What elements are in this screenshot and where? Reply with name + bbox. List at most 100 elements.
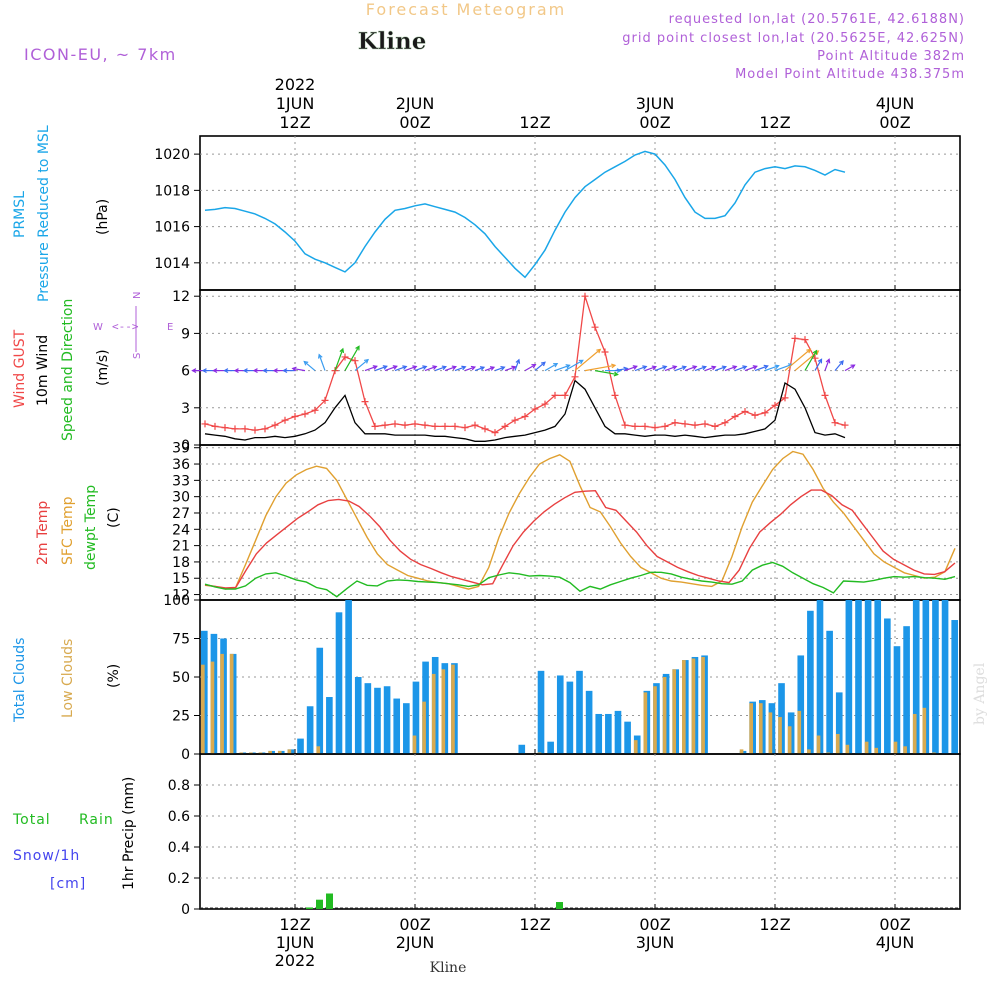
wind-direction-arrow [844,364,855,372]
wind-direction-arrow [704,366,716,372]
total-clouds-bar [835,692,843,754]
wind-direction-arrow [464,366,476,372]
temp-ytick-label: 30 [172,490,190,506]
wind-direction-arrowhead [651,365,657,371]
low-clouds-bar [633,740,638,754]
pressure-ytick-label: 1020 [154,147,190,163]
wind-direction-arrowhead [817,358,823,364]
wind-direction-arrowhead [774,364,780,370]
temp-ytick-label: 12 [172,588,190,604]
low-clouds-bar [201,664,205,754]
precip-panel: 0 0.2 0.4 0.6 0.8 Total Rain Snow/1h [cm] 1h… [12,753,961,918]
low-clouds-bar [220,653,224,754]
clouds-panel: 0 25 50 75 100 Total Clouds Low Clouds (%) [12,593,961,763]
low-clouds-bar [845,744,850,754]
gust-marker [601,348,609,356]
total-clouds-bar [364,683,372,754]
pressure-y-ticks: 1014 1016 1018 1020 [154,147,896,290]
wind-direction-arrow [614,367,628,372]
gust-marker [711,422,719,430]
wind-speed-line [204,379,846,442]
total-clouds-bar [576,670,583,754]
temp-ytick-label: 15 [172,571,190,587]
station-name: Kline [358,28,427,55]
gust-marker [211,422,219,430]
total-clouds-bar [624,721,631,754]
precip-bar [306,907,313,909]
gust-marker [591,323,599,331]
wind-direction-arrowhead [441,365,447,371]
wind-direction-arrowhead [662,365,668,370]
top-time-label: 00Z [399,113,430,132]
compass-arrows: <--> [112,320,139,333]
top-time-label: 12Z [519,113,550,132]
gust-marker [741,408,749,416]
wind-direction-arrow [554,364,570,372]
clouds-unit: (%) [106,664,122,688]
clouds-label-low: Low Clouds [60,639,76,718]
temp-ytick-label: 33 [172,473,190,489]
wind-direction-arrow [644,366,657,372]
wind-panel: 0 3 6 9 12 Wind GUST 10m Wind Speed and Dire… [12,289,961,454]
gust-marker [491,429,499,437]
gust-marker [501,422,509,430]
wind-direction-arrow [574,348,601,372]
wind-direction-arrowhead [392,365,398,370]
total-clouds-bar [326,697,333,754]
total-clouds-bar [393,698,401,754]
gust-marker [551,391,559,399]
wind-direction-arrow [774,363,793,372]
wind-direction-arrow [744,365,757,372]
low-clouds-bar [778,717,782,754]
wind-direction-arrowhead [732,365,738,370]
gust-marker [661,422,669,430]
wind-plot-frame [199,289,961,446]
wind-direction-arrowhead [402,365,408,370]
bottom-time-label: 2022 [275,951,316,970]
low-clouds-bar [701,656,705,754]
gust-marker [461,424,469,432]
wind-direction-arrow [344,346,360,371]
total-clouds-bar [893,646,901,754]
temp-ytick-label: 36 [172,457,190,473]
low-clouds-bar [739,749,744,754]
wind-grid [200,290,960,445]
wind-ytick-label: 12 [172,289,190,305]
wind-direction-arrow [514,359,520,371]
wind-ytick-label: 9 [181,326,190,342]
wind-direction-arrow [834,360,844,371]
wind-direction-arrowhead [212,368,218,374]
total-clouds-bar [816,600,824,754]
precip-label-rain: Rain [79,812,114,828]
precip-ytick-label: 0.4 [168,840,190,856]
gust-marker [431,422,439,430]
wind-ytick-label: 3 [181,401,190,417]
dewpt-line [204,561,956,598]
bottom-time-label: 00Z [399,915,430,934]
gust-marker [201,420,209,428]
total-clouds-bar [855,600,862,754]
low-clouds-bar [816,735,821,754]
wind-direction-arrowhead [632,365,638,370]
wind-direction-arrowhead [479,366,486,371]
wind-direction-arrowhead [692,365,698,370]
wind-direction-arrowhead [553,362,559,368]
total-clouds-bar [547,741,554,754]
pressure-label-desc: Pressure Reduced to MSL [36,125,52,302]
total-clouds-bar [566,681,574,754]
gust-marker [641,422,649,430]
wind-direction-arrow [318,354,326,371]
total-clouds-bar [826,630,833,754]
wind-direction-arrowhead [432,365,438,370]
wind-direction-arrow [624,365,637,372]
precip-ytick-label: 0 [181,902,190,918]
wind-direction-arrow [364,365,377,372]
gust-marker [781,394,789,402]
wind-direction-arrowhead [291,366,297,372]
temp-label-sfc: SFC Temp [60,496,76,565]
clouds-series [201,600,958,754]
precip-plot-frame [199,753,961,910]
temp-ytick-label: 39 [172,441,190,457]
precip-ytick-label: 0.6 [168,809,190,825]
